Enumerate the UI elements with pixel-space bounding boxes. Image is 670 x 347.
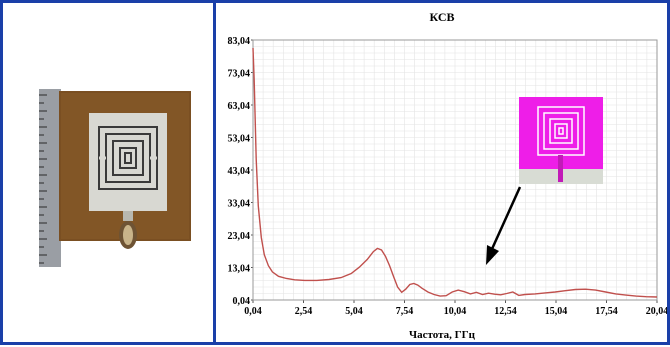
y-tick-labels: 0,04 13,04 23,04 33,04 43,04 53,04 63,04 73,04 8… — [228, 36, 253, 307]
right-panel: КСВ 0,04 13,04 23,04 33,04 43,04 53,04 63,04 73… — [216, 3, 669, 342]
x-tick-label: 12,54 — [494, 306, 517, 317]
y-tick-label: 0,04 — [233, 296, 251, 307]
x-tick-label: 2,54 — [295, 306, 313, 317]
x-axis-label: Частота, ГГц — [409, 329, 476, 341]
chart-title: КСВ — [429, 10, 454, 24]
x-tick-label: 20,04 — [646, 306, 667, 317]
left-panel — [3, 3, 213, 342]
y-tick-label: 63,04 — [228, 101, 251, 112]
y-tick-label: 13,04 — [228, 264, 251, 275]
ruler — [39, 89, 61, 267]
ruler-ticks — [39, 94, 47, 264]
x-tick-label: 17,54 — [595, 306, 618, 317]
vswr-series-line — [252, 47, 658, 298]
antenna-model-inset — [519, 97, 603, 184]
x-tick-label: 0,04 — [244, 306, 262, 317]
x-tick-labels: 0,04 2,54 5,04 7,54 10,04 12,54 15,04 17,54 20,0… — [244, 300, 668, 317]
pointer-arrow — [486, 186, 522, 265]
y-tick-label: 43,04 — [228, 166, 251, 177]
x-tick-label: 5,04 — [345, 306, 363, 317]
vswr-chart: КСВ 0,04 13,04 23,04 33,04 43,04 53,04 63,04 73… — [228, 10, 669, 341]
y-tick-label: 23,04 — [228, 231, 251, 242]
x-tick-label: 7,54 — [396, 306, 414, 317]
x-tick-label: 15,04 — [545, 306, 568, 317]
y-tick-label: 83,04 — [228, 36, 251, 47]
y-tick-label: 33,04 — [228, 199, 251, 210]
feed-connector — [123, 211, 133, 221]
x-tick-label: 10,04 — [444, 306, 467, 317]
panel-divider — [213, 0, 216, 345]
inset-feed — [558, 155, 563, 182]
antenna-photo — [39, 89, 191, 267]
y-tick-label: 73,04 — [228, 69, 251, 80]
plot-frame — [252, 39, 658, 301]
y-tick-label: 53,04 — [228, 134, 251, 145]
